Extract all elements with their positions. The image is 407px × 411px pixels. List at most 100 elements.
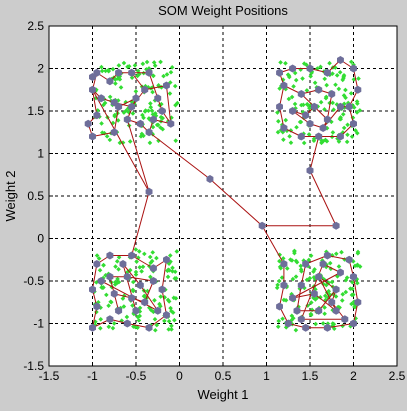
- neighbor-link: [122, 263, 137, 311]
- weight-neuron: [337, 102, 344, 111]
- weight-neuron: [276, 68, 283, 77]
- input-point: [121, 60, 127, 66]
- weight-neuron: [350, 319, 357, 328]
- y-tick-labels: -1.5 -1 -0.5 0 0.5 1 1.5 2 2.5: [23, 19, 44, 373]
- input-point: [292, 250, 297, 256]
- x-tick-label: -1: [87, 369, 98, 383]
- weight-neuron: [154, 306, 162, 315]
- input-point: [324, 282, 329, 288]
- input-point: [120, 140, 126, 145]
- input-point: [113, 81, 118, 86]
- input-point: [323, 293, 328, 299]
- input-point: [336, 86, 342, 92]
- weight-neuron: [350, 272, 357, 281]
- input-point: [131, 324, 136, 329]
- weight-neuron: [145, 187, 153, 196]
- weight-neuron: [315, 306, 323, 315]
- input-point: [349, 301, 354, 307]
- weight-neuron: [115, 306, 123, 315]
- weight-neuron: [106, 272, 114, 281]
- input-point: [348, 91, 354, 96]
- neighbor-link: [305, 255, 328, 265]
- input-point: [166, 261, 172, 266]
- y-tick-label: 2: [37, 62, 44, 76]
- input-point: [340, 291, 346, 297]
- input-point: [292, 101, 298, 107]
- neighbor-link: [113, 106, 120, 133]
- input-point: [169, 323, 174, 329]
- weight-neuron: [258, 221, 266, 230]
- neighbor-link: [131, 72, 146, 91]
- weight-neuron: [323, 115, 331, 124]
- weight-neuron: [337, 132, 344, 141]
- weight-neurons: [84, 56, 362, 332]
- input-point: [173, 276, 179, 281]
- input-point: [280, 256, 286, 261]
- weight-neuron: [89, 323, 96, 332]
- input-point: [293, 258, 299, 264]
- input-point: [104, 134, 110, 139]
- y-tick-label: 1.5: [27, 104, 44, 118]
- input-point: [300, 76, 305, 81]
- weight-neuron: [315, 132, 323, 141]
- input-point: [156, 138, 161, 144]
- input-point: [283, 297, 289, 303]
- input-point: [324, 249, 329, 255]
- input-point: [283, 117, 289, 123]
- weight-neuron: [306, 64, 314, 73]
- input-point: [130, 111, 136, 116]
- weight-neuron: [280, 124, 288, 132]
- input-point: [327, 260, 333, 266]
- weight-neuron: [341, 315, 349, 324]
- input-point: [356, 76, 361, 81]
- input-point: [318, 64, 323, 70]
- input-point: [349, 59, 354, 65]
- input-point: [157, 301, 162, 307]
- input-point: [161, 73, 166, 79]
- neighbor-link: [209, 178, 263, 227]
- input-point: [158, 59, 163, 65]
- input-point: [348, 286, 353, 291]
- input-point: [127, 267, 133, 273]
- input-point: [142, 251, 147, 257]
- x-tick-label: 2.5: [389, 369, 406, 383]
- input-point: [170, 310, 176, 315]
- weight-neuron: [276, 302, 283, 311]
- weight-neuron: [297, 132, 305, 141]
- weight-neuron: [293, 306, 301, 315]
- input-point: [318, 99, 324, 105]
- neighbor-link: [161, 289, 167, 316]
- input-point: [306, 257, 312, 263]
- input-point: [340, 111, 346, 117]
- input-point: [311, 269, 316, 274]
- input-point: [111, 321, 117, 326]
- input-point: [149, 258, 155, 264]
- weight-neuron: [106, 77, 114, 86]
- input-point: [145, 288, 150, 294]
- input-point: [173, 138, 179, 143]
- weight-neuron: [163, 81, 170, 90]
- input-point: [152, 316, 158, 322]
- input-point: [160, 126, 166, 132]
- weight-neuron: [149, 264, 157, 273]
- weight-neuron: [110, 128, 118, 137]
- input-point: [155, 122, 161, 128]
- input-point: [275, 110, 280, 115]
- input-point: [135, 68, 141, 74]
- input-point: [129, 75, 135, 80]
- input-point: [152, 297, 157, 303]
- input-point: [288, 140, 294, 146]
- input-point: [110, 66, 116, 72]
- input-point: [116, 63, 122, 68]
- input-point: [93, 319, 98, 325]
- weight-neuron: [302, 323, 310, 332]
- input-point: [143, 108, 148, 113]
- input-point: [141, 115, 146, 121]
- input-point: [110, 325, 116, 331]
- input-point: [293, 77, 299, 83]
- weight-neuron: [128, 294, 136, 302]
- input-point: [150, 124, 156, 130]
- weight-neuron: [106, 315, 114, 324]
- weight-neuron: [89, 73, 96, 81]
- input-point: [288, 257, 293, 262]
